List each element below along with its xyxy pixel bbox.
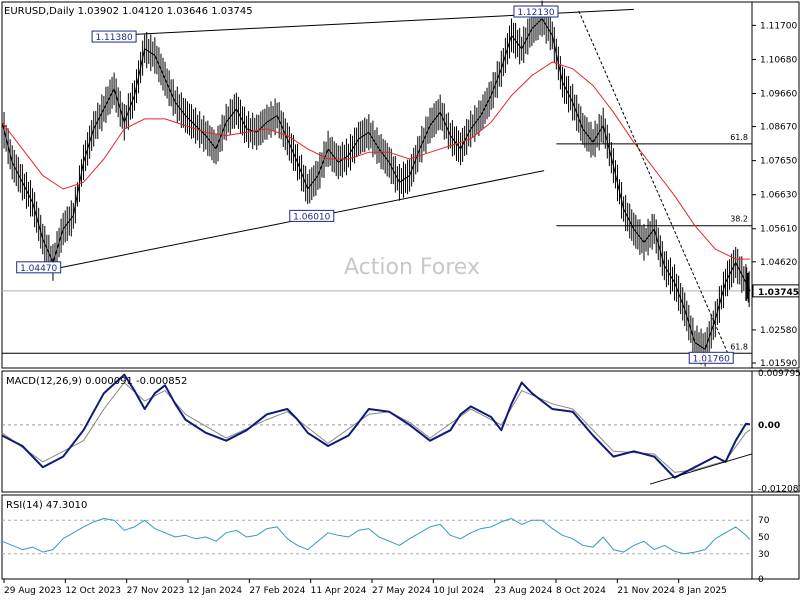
- price-label-box: [91, 30, 137, 43]
- rsi-tick-label: 30: [758, 550, 770, 560]
- rsi-tick-label: 50: [758, 533, 770, 543]
- x-tick-label: 27 Feb 2024: [249, 586, 305, 596]
- pane-frame-3: [1, 494, 800, 580]
- price-label-box: [289, 209, 335, 222]
- series-layer: [1, 0, 751, 555]
- macd-tick-label: 0.00: [758, 421, 780, 431]
- macd-tick-label: -0.012081: [758, 485, 800, 495]
- dashed-trendline: [578, 10, 731, 358]
- x-tick-label: 8 Jan 2025: [679, 586, 727, 596]
- x-tick-label: 10 Jul 2024: [433, 586, 484, 596]
- panes: [1, 1, 800, 580]
- pane-frame-2: [1, 370, 800, 493]
- x-tick-label: 29 Aug 2023: [4, 586, 62, 596]
- price-label-text: 1.11380: [95, 33, 132, 43]
- macd-trendline: [649, 453, 753, 485]
- watermark-group: Action Forex: [344, 255, 480, 280]
- price-label-text: 1.04470: [20, 264, 57, 274]
- fib-level-label: 61.8: [730, 133, 748, 142]
- price-tick-label: 1.02580: [760, 326, 797, 336]
- watermark: Action Forex: [344, 255, 480, 280]
- annotations-layer: 1.11380 1.12130 1.04470 1.06010 1.01760: [16, 5, 753, 485]
- x-tick-label: 27 May 2024: [372, 586, 431, 596]
- rsi-title: RSI(14) 47.3010: [6, 500, 87, 511]
- price-tick-label: 1.04620: [760, 258, 797, 268]
- price-label-text: 1.06010: [293, 212, 330, 222]
- sma-line: [1, 61, 750, 260]
- price-tick-label: 1.08670: [760, 123, 797, 133]
- rsi-line: [1, 518, 751, 555]
- price-tick-label: 1.05610: [760, 225, 797, 235]
- price-label-text: 1.12130: [517, 8, 554, 18]
- rsi-tick-label: 0: [758, 575, 764, 585]
- reference-lines: 61.8 38.2 61.8: [2, 133, 752, 555]
- axes-layer: 1.11700 1.10680 1.09660 1.08670 1.07650 1.066…: [3, 21, 800, 596]
- fib-level-label: 38.2: [730, 215, 748, 224]
- price-label-box: [513, 5, 559, 18]
- price-label-box: [688, 351, 734, 364]
- price-tick-label: 1.06630: [760, 191, 797, 201]
- x-tick-label: 12 Jan 2024: [188, 586, 242, 596]
- macd-title: MACD(12,26,9) 0.000091 -0.000852: [6, 376, 187, 387]
- macd-tick-label: 0.009795: [758, 369, 800, 379]
- price-tick-label: 1.10680: [760, 55, 797, 65]
- x-tick-label: 23 Aug 2024: [495, 586, 553, 596]
- x-tick-label: 8 Oct 2024: [556, 586, 606, 596]
- fib-level-label: 61.8: [730, 342, 748, 351]
- current-price-box: [752, 284, 800, 298]
- pane-frame-1: [1, 1, 800, 369]
- price-label-text: 1.01760: [693, 354, 730, 364]
- ohlc-header: EURUSD,Daily 1.03902 1.04120 1.03646 1.0…: [4, 6, 253, 17]
- x-tick-label: 21 Nov 2024: [617, 586, 675, 596]
- price-line: [1, 18, 751, 350]
- price-tick-label: 1.11700: [760, 21, 797, 31]
- rsi-tick-label: 70: [758, 516, 770, 526]
- x-tick-label: 11 Apr 2024: [311, 586, 367, 596]
- x-tick-label: 27 Nov 2023: [127, 586, 185, 596]
- price-tick-label: 1.07650: [760, 157, 797, 167]
- current-price-label: 1.03745: [758, 288, 799, 298]
- price-tick-label: 1.01590: [760, 359, 797, 369]
- price-tick-label: 1.09660: [760, 90, 797, 100]
- price-label-box: [16, 261, 62, 274]
- macd-line: [1, 373, 751, 479]
- x-tick-label: 12 Oct 2023: [65, 586, 121, 596]
